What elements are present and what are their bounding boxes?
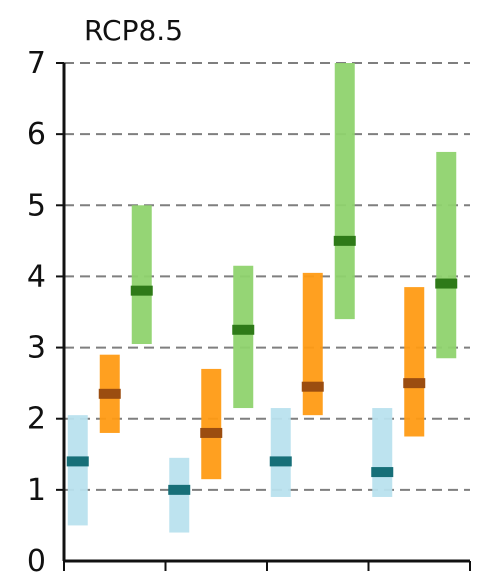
range-bar [372, 408, 393, 497]
range-bar [67, 415, 88, 526]
median-mark [130, 285, 153, 296]
range-bar [302, 272, 323, 416]
y-tick-label: 5 [27, 188, 46, 223]
axis-layer: 0 1 2 3 4 5 6 7 [27, 46, 471, 579]
range-bar [201, 368, 222, 480]
range-bar [233, 265, 254, 409]
chart-title: RCP8.5 [84, 14, 183, 47]
range-bar [131, 205, 152, 345]
y-tick-label: 2 [27, 402, 46, 437]
y-tick-label: 0 [27, 544, 46, 579]
range-bar [270, 408, 291, 497]
median-mark [66, 456, 89, 467]
median-mark [435, 278, 458, 289]
range-bar [436, 151, 457, 359]
bar-layer [66, 63, 458, 533]
range-bar [334, 63, 355, 320]
median-mark [232, 324, 255, 335]
y-tick-label: 7 [27, 46, 46, 81]
median-mark [403, 378, 426, 389]
range-bar [404, 287, 425, 437]
grid-layer [64, 62, 470, 491]
range-bar [169, 457, 190, 533]
median-mark [98, 388, 121, 399]
median-mark [168, 484, 191, 495]
median-mark [333, 235, 356, 246]
y-tick-label: 4 [27, 259, 46, 294]
median-mark [200, 427, 223, 438]
median-mark [301, 381, 324, 392]
y-tick-label: 1 [27, 473, 46, 508]
y-tick-label: 3 [27, 331, 46, 366]
median-mark [371, 467, 394, 478]
median-mark [269, 456, 292, 467]
y-tick-label: 6 [27, 117, 46, 152]
